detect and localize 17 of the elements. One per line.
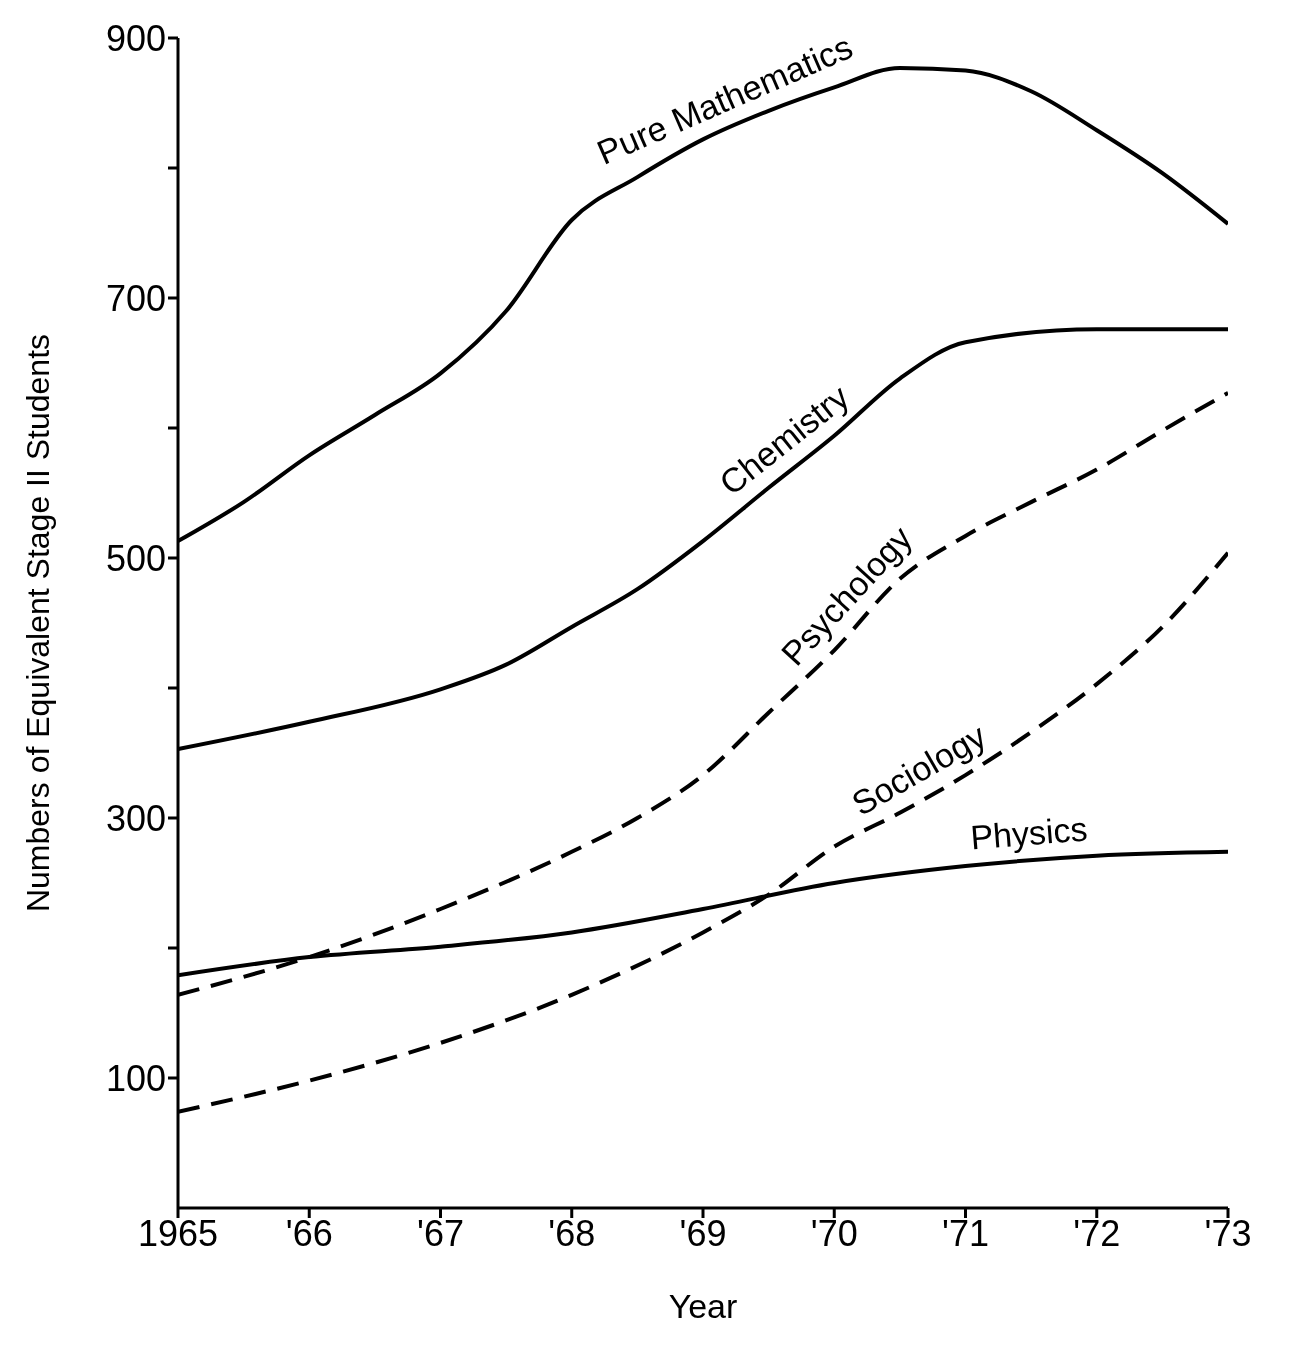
y-tick-label: 900	[105, 17, 166, 59]
x-tick-label: '71	[942, 1212, 989, 1254]
x-tick-label: '67	[417, 1212, 464, 1254]
x-axis-title: Year	[668, 1287, 738, 1325]
y-axis-title: Numbers of Equivalent Stage II Students	[20, 333, 57, 913]
y-tick-label: 500	[105, 537, 166, 579]
series-label: Physics	[969, 809, 1089, 857]
x-tick-label: 1965	[137, 1212, 219, 1254]
x-tick-label: '66	[285, 1212, 333, 1254]
y-tick-label: 700	[105, 277, 166, 319]
x-tick-label: '68	[548, 1212, 596, 1254]
y-tick-label: 100	[105, 1057, 166, 1099]
x-tick-label: '72	[1073, 1212, 1121, 1254]
x-tick-label: '73	[1204, 1212, 1252, 1254]
x-tick-label: '70	[810, 1212, 858, 1254]
y-tick-label: 300	[105, 797, 166, 839]
x-tick-label: '69	[679, 1212, 727, 1254]
